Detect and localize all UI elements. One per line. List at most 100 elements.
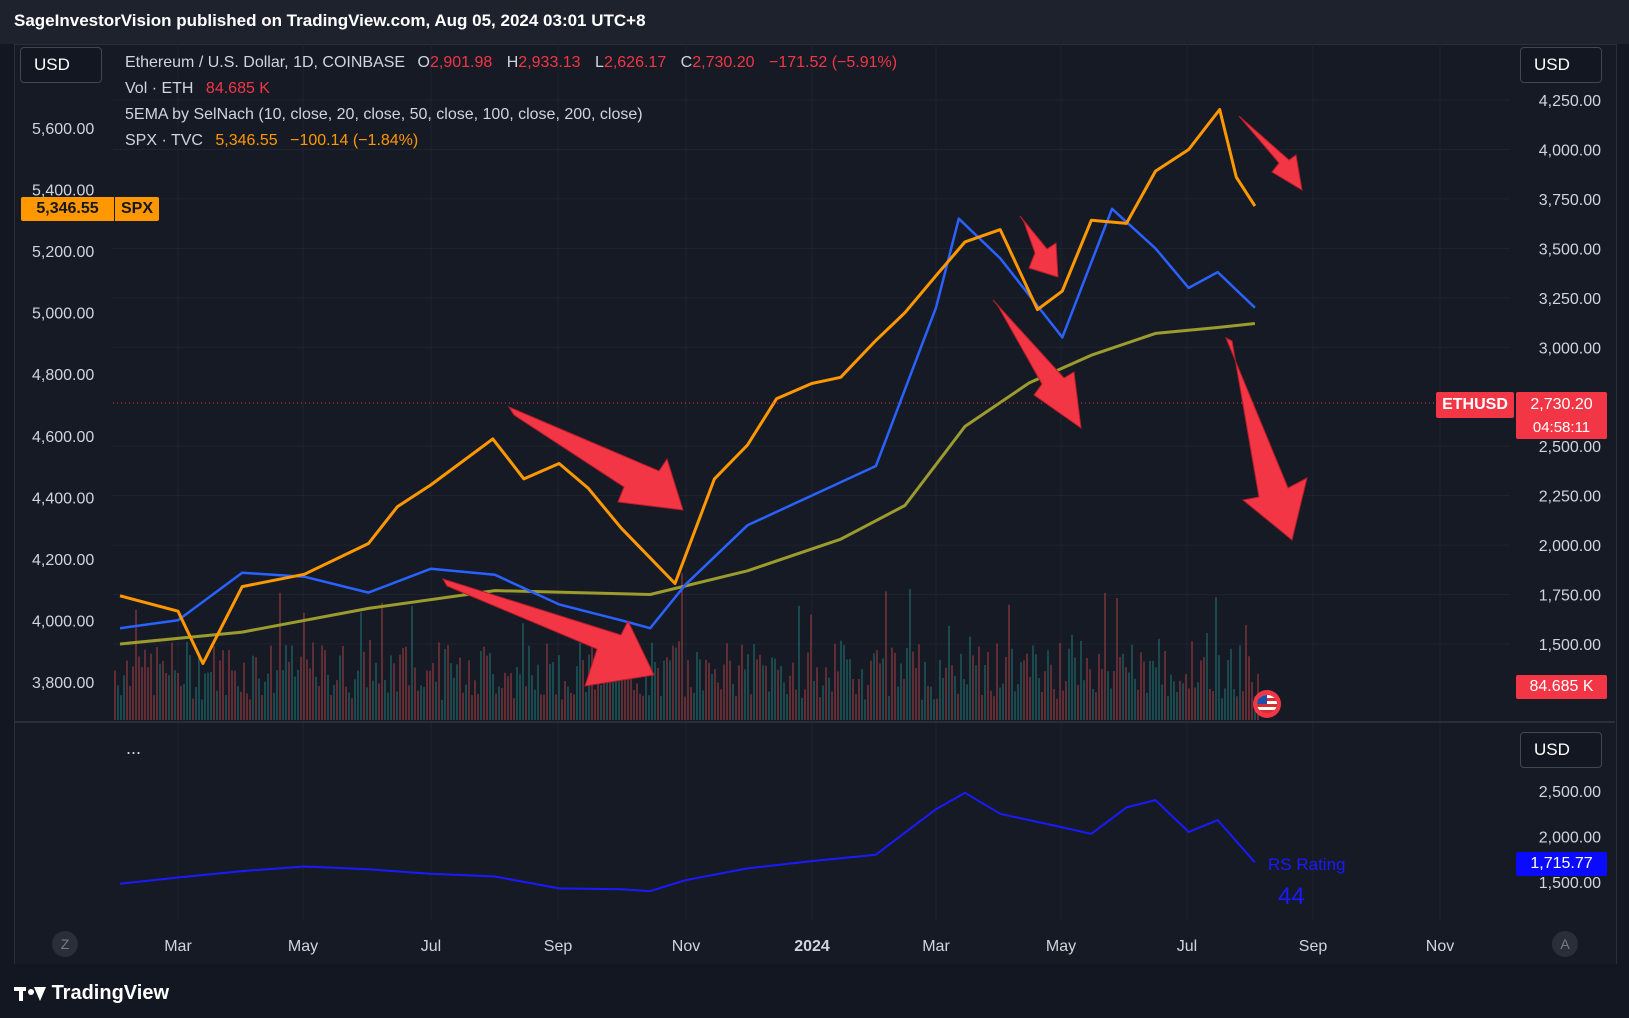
volume-bar — [396, 691, 398, 720]
volume-bar — [681, 573, 683, 720]
volume-bar — [225, 695, 227, 720]
x-axis-tick: Jul — [1177, 938, 1197, 955]
volume-bar — [1209, 688, 1211, 720]
legend-symbol-row[interactable]: Ethereum / U.S. Dollar, 1D, COINBASE O2,… — [125, 54, 897, 72]
volume-bar — [978, 646, 980, 720]
ema20-line — [119, 207, 1256, 630]
volume-bar — [726, 643, 728, 720]
volume-bar — [369, 639, 371, 720]
volume-bar — [729, 660, 731, 720]
volume-bar — [753, 644, 755, 720]
volume-bar — [156, 646, 158, 720]
volume-bar — [264, 681, 266, 720]
volume-bar — [330, 694, 332, 720]
volume-bar — [1080, 640, 1082, 720]
legend-ema-row[interactable]: 5EMA by SelNach (10, close, 20, close, 5… — [125, 106, 643, 124]
ema20-series — [119, 207, 1256, 630]
volume-bar — [1062, 690, 1064, 720]
publisher-text: SageInvestorVision published on TradingV… — [14, 11, 646, 30]
volume-bar — [708, 662, 710, 720]
volume-bar — [825, 667, 827, 720]
legend-volume-row[interactable]: Vol · ETH 84.685 K — [125, 80, 270, 98]
tv-mark-icon — [14, 986, 46, 1001]
volume-bar — [885, 591, 887, 720]
volume-bar — [165, 672, 167, 720]
volume-bar — [381, 602, 383, 720]
volume-bar — [387, 692, 389, 720]
volume-bar — [420, 685, 422, 720]
volume-bar — [606, 681, 608, 720]
volume-bar — [588, 654, 590, 720]
volume-bar — [120, 695, 122, 720]
auto-scale-button[interactable]: A — [1552, 931, 1578, 957]
volume-bar — [1224, 688, 1226, 720]
legend-spx-row[interactable]: SPX · TVC 5,346.55 −100.14 (−1.84%) — [125, 132, 418, 150]
volume-bar — [147, 667, 149, 720]
high-value: 2,933.13 — [518, 54, 581, 71]
chart-frame — [14, 44, 1617, 966]
arrow-apr-down — [1019, 215, 1059, 278]
volume-bar — [849, 659, 851, 720]
volume-bar — [414, 667, 416, 720]
volume-bar — [336, 680, 338, 720]
volume-bar — [1041, 691, 1043, 720]
volume-bar — [597, 652, 599, 720]
volume-bar — [1008, 604, 1010, 720]
volume-bar — [1107, 671, 1109, 720]
volume-bar — [234, 670, 236, 720]
events-flag-icon[interactable] — [1253, 690, 1281, 718]
volume-bar — [1035, 654, 1037, 720]
left-unit-button[interactable]: USD — [20, 47, 102, 83]
volume-bar — [642, 695, 644, 720]
volume-bar — [690, 687, 692, 720]
volume-bar — [117, 685, 119, 720]
volume-bar — [1227, 660, 1229, 720]
x-axis-tick: Mar — [164, 938, 192, 955]
volume-bar — [735, 695, 737, 720]
spx-price-badge: 5,346.55 — [21, 197, 114, 221]
indicator-unit-button[interactable]: USD — [1520, 732, 1602, 768]
volume-bar — [390, 655, 392, 720]
volume-bar — [639, 693, 641, 720]
volume-bar — [981, 694, 983, 720]
volume-bar — [201, 699, 203, 720]
volume-bar — [936, 698, 938, 720]
indicator-options-dots[interactable]: ... — [126, 738, 142, 758]
rs-line — [119, 791, 1256, 893]
volume-bar — [882, 658, 884, 720]
volume-bar — [774, 658, 776, 720]
volume-bar — [633, 690, 635, 720]
volume-bar — [1152, 660, 1154, 720]
volume-bar — [123, 675, 125, 720]
volume-bar — [183, 683, 185, 720]
volume-bar — [1029, 676, 1031, 720]
volume-bar — [1161, 684, 1163, 720]
volume-bar — [1236, 696, 1238, 720]
volume-bar — [630, 678, 632, 720]
volume-bar — [810, 614, 812, 720]
tradingview-logo[interactable]: TradingView — [14, 982, 169, 1005]
volume-bar — [195, 687, 197, 720]
volume-bar — [162, 660, 164, 720]
volume-bar — [531, 675, 533, 720]
volume-bar — [1104, 592, 1106, 720]
zoom-z-button[interactable]: Z — [52, 931, 78, 957]
volume-bar — [831, 691, 833, 720]
volume-bar — [258, 678, 260, 720]
volume-bar — [972, 655, 974, 720]
volume-bar — [1098, 653, 1100, 720]
volume-bar — [498, 686, 500, 720]
volume-bar — [216, 690, 218, 720]
volume-bar — [912, 651, 914, 720]
right-axis-tick: 3,750.00 — [1539, 192, 1601, 209]
arrow-sep-down — [441, 578, 655, 687]
volume-bar — [1116, 597, 1118, 720]
volume-bar — [294, 676, 296, 720]
volume-bar — [540, 694, 542, 720]
volume-bar — [576, 666, 578, 720]
left-axis-tick: 3,800.00 — [32, 675, 94, 692]
right-unit-button[interactable]: USD — [1520, 47, 1602, 83]
volume-bar — [1047, 650, 1049, 720]
volume-bar — [828, 677, 830, 720]
